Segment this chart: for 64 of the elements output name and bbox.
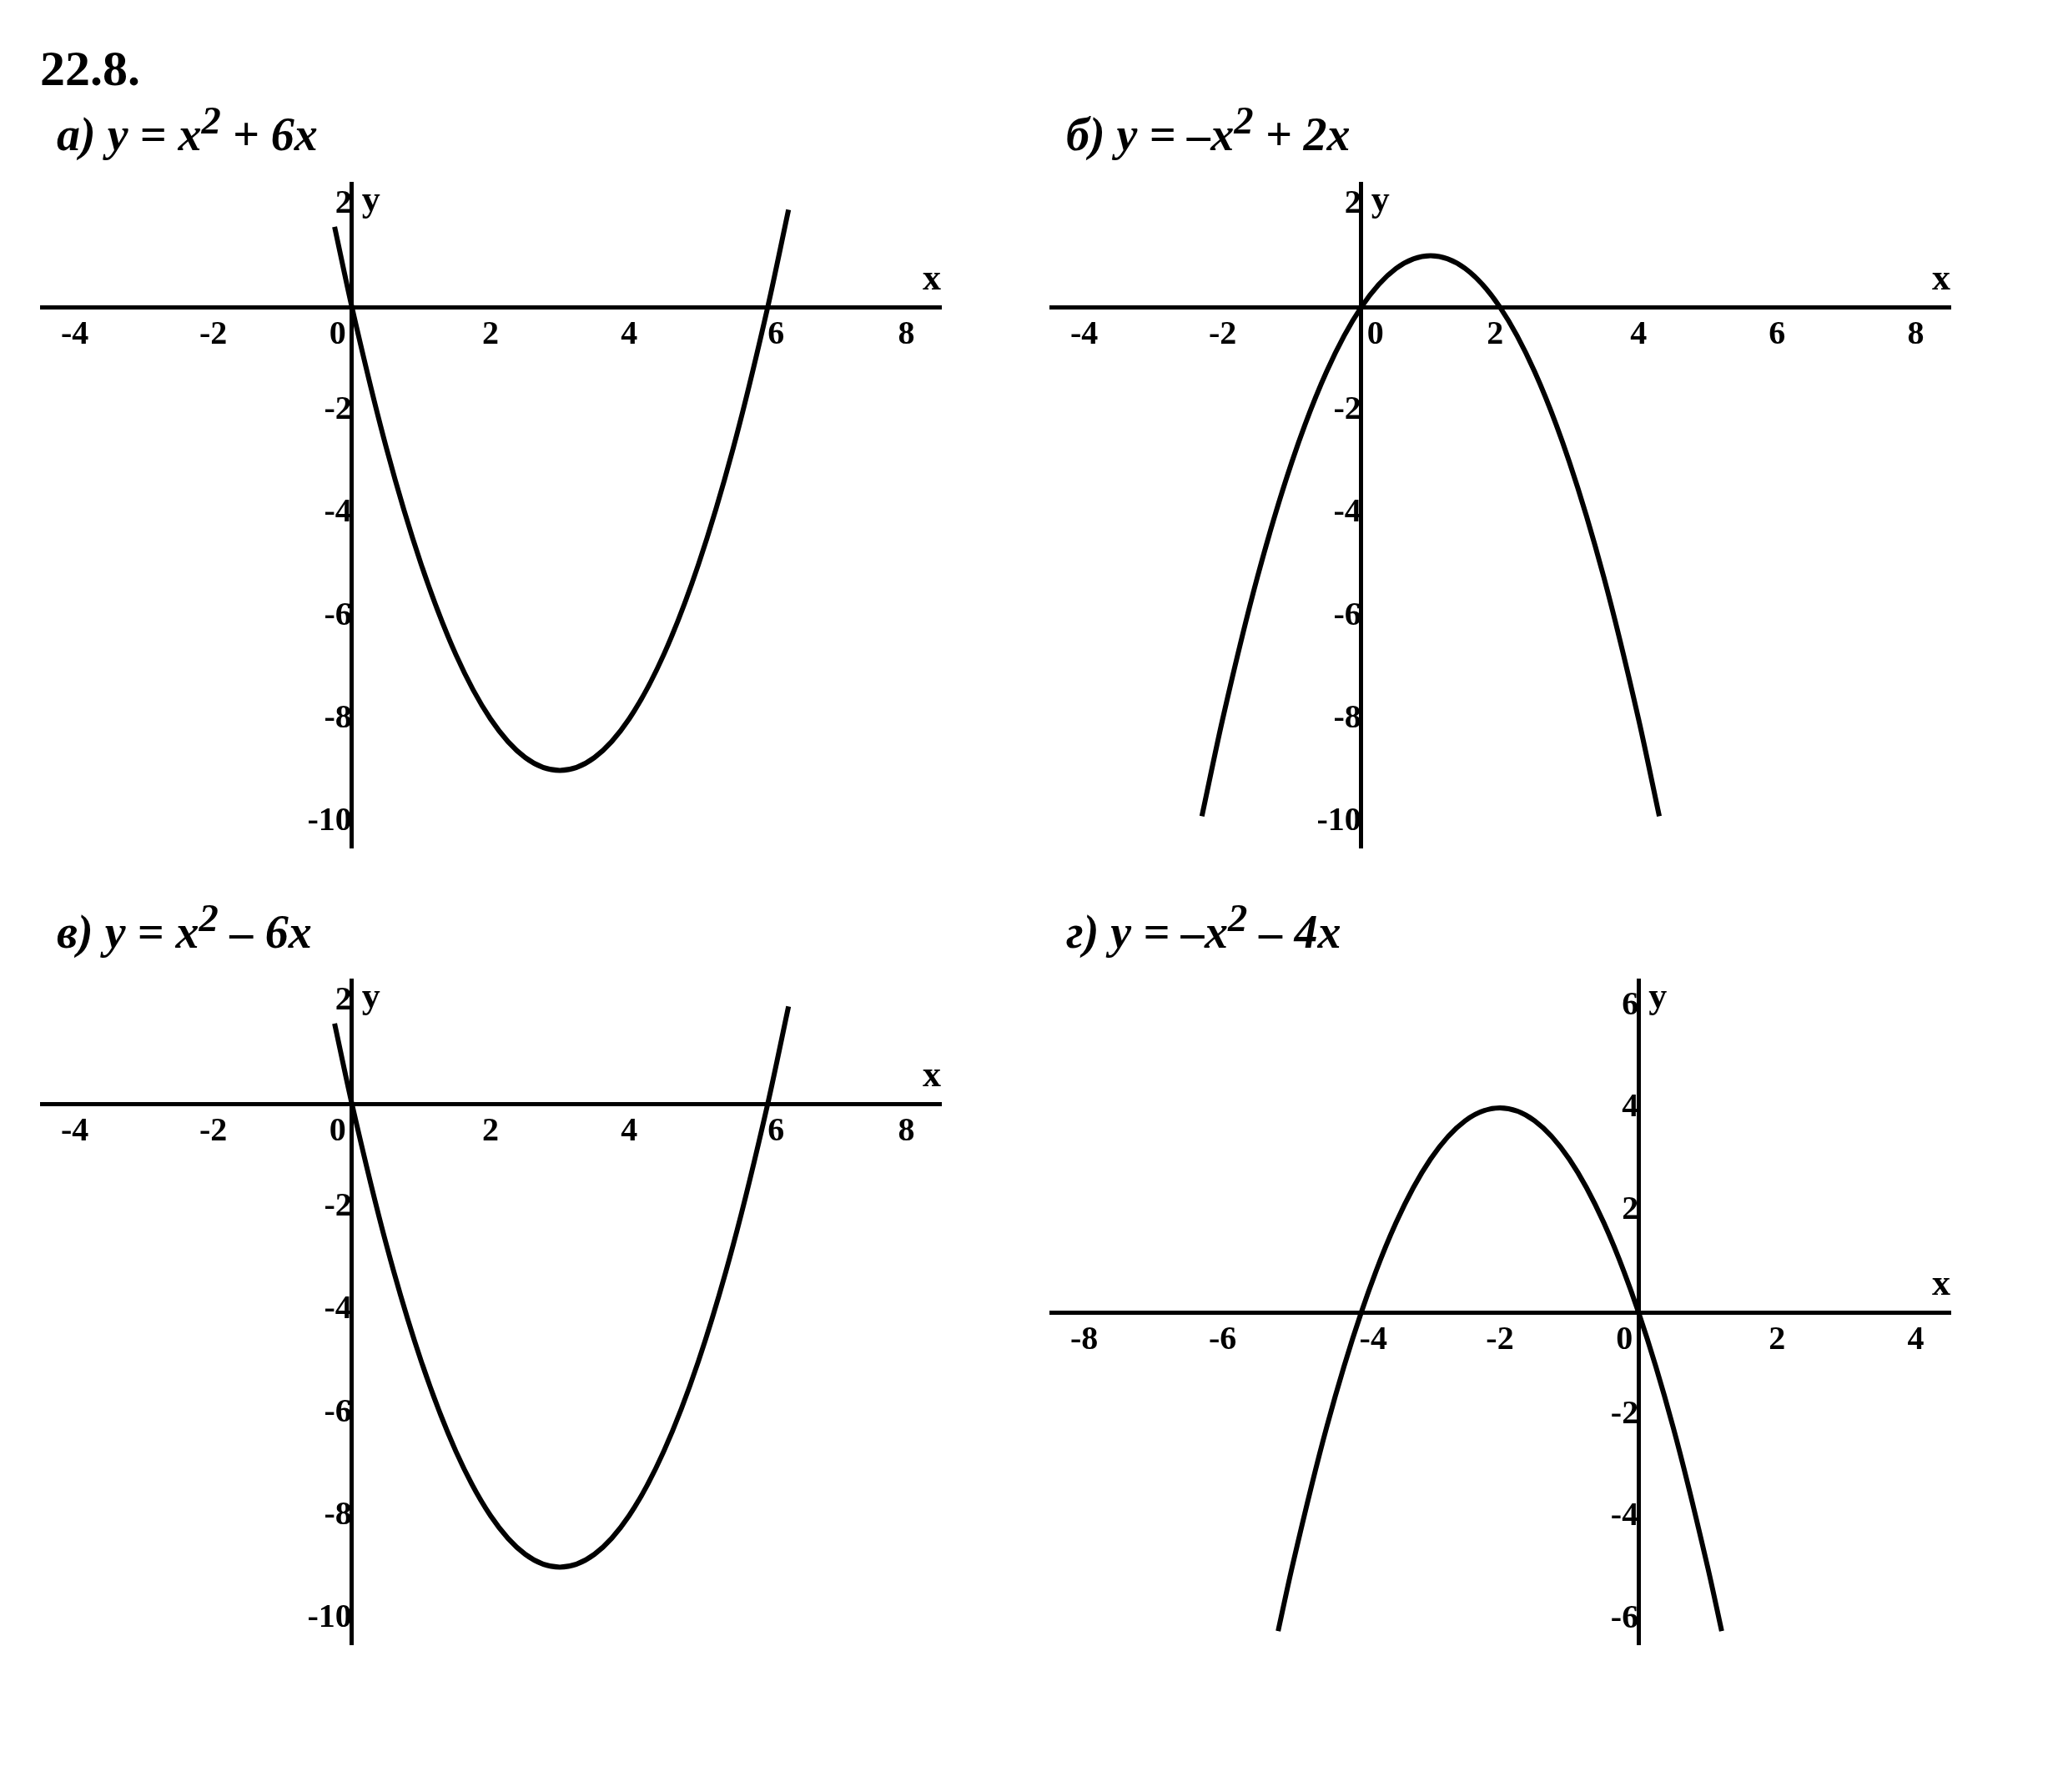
chart-title: б) y = –x$^{2}$ + 2x — [1066, 98, 1351, 161]
chart-title: а) y = x$^{2}$ + 6x — [57, 98, 319, 161]
y-tick-label: -6 — [1610, 1598, 1639, 1636]
x-tick-label: -4 — [1359, 1319, 1387, 1357]
x-tick-label: 0 — [1366, 314, 1384, 352]
x-tick-label: 8 — [1907, 314, 1925, 352]
x-tick-label: -4 — [60, 314, 89, 352]
x-tick-label: 6 — [1769, 314, 1786, 352]
x-tick-label: 4 — [621, 1110, 638, 1149]
x-tick-label: -2 — [1486, 1319, 1514, 1357]
y-tick-label: -10 — [307, 800, 352, 838]
y-tick-label: -2 — [324, 1185, 352, 1224]
x-tick-label: -8 — [1069, 1319, 1099, 1357]
x-axis-title: x — [1932, 257, 1950, 299]
y-tick-label: -2 — [324, 388, 352, 426]
y-tick-label: -8 — [324, 1494, 352, 1533]
y-tick-label: -4 — [324, 491, 352, 529]
x-tick-label: 8 — [898, 314, 915, 352]
x-tick-label: -2 — [1209, 314, 1237, 352]
y-tick-label: -2 — [1610, 1393, 1639, 1432]
y-tick-label: -2 — [1333, 388, 1361, 426]
chart-title: г) y = –x$^{2}$ – 4x — [1066, 894, 1342, 959]
text: 22.8. — [40, 40, 141, 98]
y-tick-label: -8 — [324, 697, 352, 735]
x-tick-label: -2 — [199, 314, 228, 352]
y-axis-title: y — [361, 975, 380, 1017]
x-tick-label: -2 — [199, 1110, 228, 1149]
y-tick-label: 6 — [1622, 984, 1639, 1023]
chart-title: в) y = x$^{2}$ – 6x — [57, 894, 313, 959]
y-tick-label: -6 — [1333, 594, 1361, 632]
y-tick-label: -10 — [1316, 800, 1361, 838]
x-tick-label: 4 — [621, 314, 638, 352]
y-tick-label: 4 — [1622, 1086, 1639, 1125]
x-tick-label: 2 — [482, 1110, 499, 1149]
y-tick-label: -10 — [307, 1597, 352, 1635]
y-tick-label: -6 — [324, 1391, 352, 1429]
x-axis-title: x — [923, 257, 941, 299]
y-tick-label: 2 — [335, 979, 352, 1018]
y-tick-label: 2 — [1622, 1189, 1639, 1227]
y-axis-title: y — [361, 179, 380, 220]
x-tick-label: -4 — [1069, 314, 1099, 352]
x-tick-label: -6 — [1209, 1319, 1237, 1357]
x-tick-label: 6 — [767, 1110, 785, 1149]
x-axis-title: x — [923, 1054, 941, 1095]
x-tick-label: 4 — [1907, 1319, 1925, 1357]
y-tick-label: -8 — [1333, 697, 1361, 735]
y-tick-label: 2 — [1344, 182, 1361, 220]
x-tick-label: 0 — [1616, 1319, 1633, 1357]
y-axis-title: y — [1371, 179, 1390, 220]
y-tick-label: -6 — [324, 594, 352, 632]
y-tick-label: 2 — [335, 182, 352, 220]
y-tick-label: -4 — [1610, 1495, 1639, 1533]
y-tick-label: -4 — [1333, 491, 1361, 529]
x-tick-label: 0 — [329, 1110, 346, 1149]
x-tick-label: 6 — [767, 314, 785, 352]
x-axis-title: x — [1932, 1262, 1950, 1304]
y-axis-title: y — [1648, 975, 1668, 1017]
x-tick-label: 0 — [329, 314, 346, 352]
x-tick-label: 2 — [482, 314, 499, 352]
y-tick-label: -4 — [324, 1288, 352, 1326]
x-tick-label: -4 — [60, 1110, 89, 1149]
x-tick-label: 2 — [1769, 1319, 1786, 1357]
x-tick-label: 2 — [1487, 314, 1504, 352]
x-tick-label: 8 — [898, 1110, 915, 1149]
